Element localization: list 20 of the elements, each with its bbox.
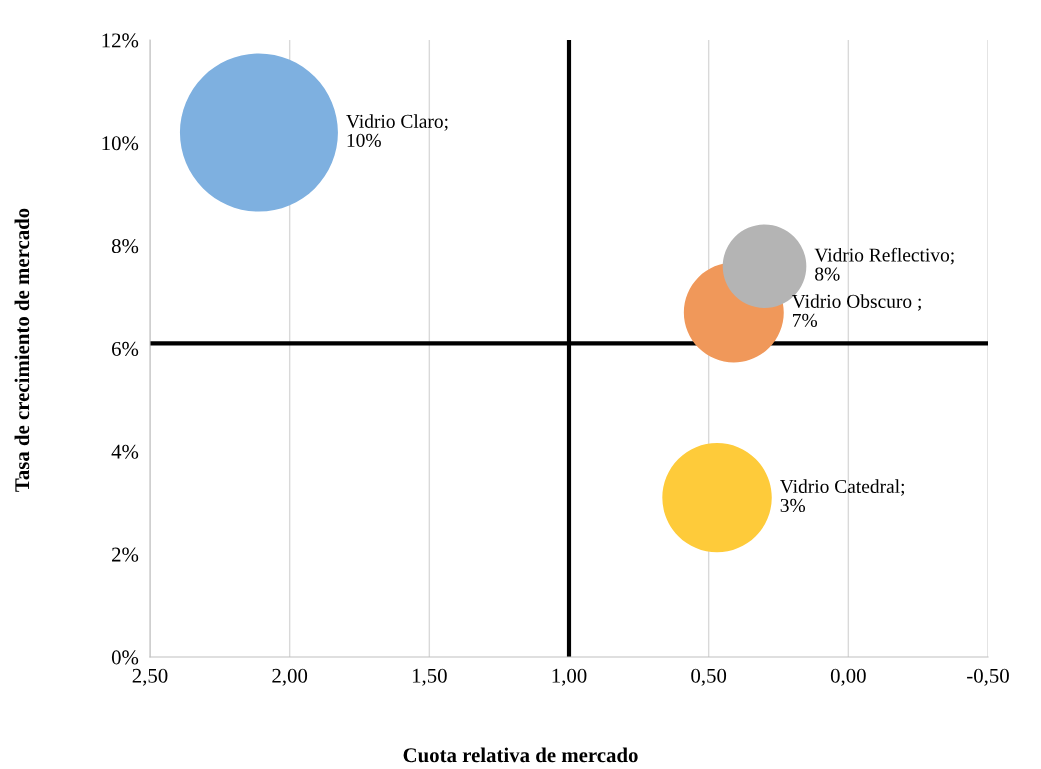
x-axis-title: Cuota relativa de mercado [403,747,638,763]
x-tick-label: 2,50 [132,668,168,686]
data-label: Vidrio Catedral; 3% [780,479,905,513]
data-label: Vidrio Reflectivo; 8% [814,247,954,281]
y-tick-label: 8% [111,239,139,254]
x-tick-label: 1,50 [412,668,447,686]
y-axis-title: Tasa de crecimiento de mercado [14,208,30,492]
y-tick-label: 10% [102,136,139,151]
data-label: Vidrio Obscuro ; 7% [791,294,921,327]
y-tick-label: 12% [102,33,139,48]
x-tick-label: -0,50 [967,668,1009,686]
y-tick-label: 4% [111,444,139,459]
y-tick-label: 6% [112,341,139,356]
y-tick-label: 0% [111,650,139,665]
x-tick-label: 0,50 [691,668,727,686]
x-tick-label: 0,00 [830,668,866,686]
x-tick-label: 2,00 [272,668,308,686]
y-tick-label: 2% [112,547,139,562]
data-label: Vidrio Claro; 10% [346,114,448,147]
x-tick-label: 1,00 [552,668,587,686]
